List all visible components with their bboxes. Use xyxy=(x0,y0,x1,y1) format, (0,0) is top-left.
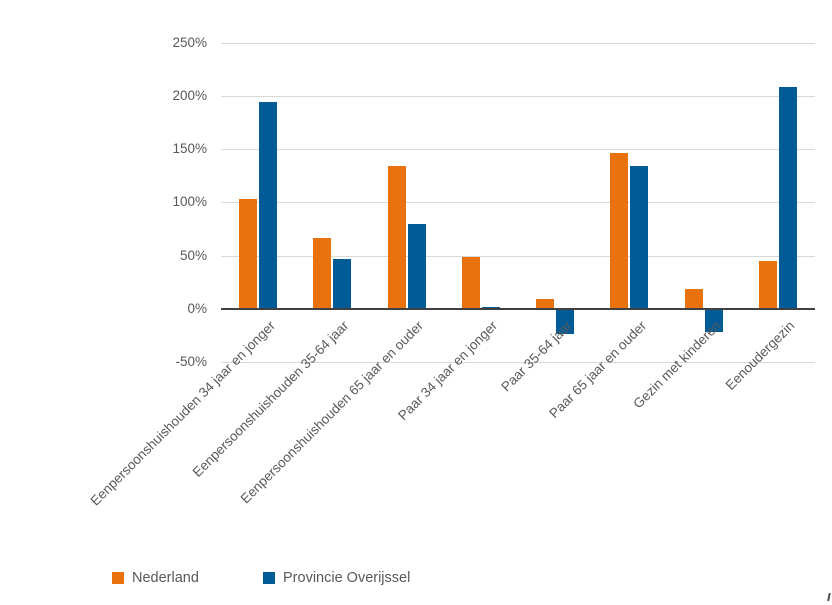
legend-swatch-icon xyxy=(112,572,124,584)
gridline-250 xyxy=(221,42,815,44)
y-axis-tick-label-200: 200% xyxy=(172,87,207,103)
bar-provincie-overijssel-cat4 xyxy=(556,309,575,334)
bar-nederland-cat3 xyxy=(461,256,480,309)
bar-provincie-overijssel-cat7 xyxy=(778,87,797,309)
corner-artifact xyxy=(827,592,831,602)
bar-provincie-overijssel-cat1 xyxy=(333,258,352,309)
bar-nederland-cat2 xyxy=(387,166,406,309)
x-axis-category-label-7: Eenoudergezin xyxy=(722,318,798,393)
bar-nederland-cat6 xyxy=(684,288,703,309)
legend-item-provincie-overijssel: Provincie Overijssel xyxy=(263,570,410,586)
bar-nederland-cat7 xyxy=(758,261,777,309)
gridline-200 xyxy=(221,95,815,97)
bar-provincie-overijssel-cat5 xyxy=(630,166,649,309)
y-axis-tick-label-150: 150% xyxy=(172,141,207,157)
y-axis-tick-label-100: 100% xyxy=(172,194,207,210)
gridline-150 xyxy=(221,149,815,151)
bar-nederland-cat4 xyxy=(536,299,555,309)
legend-item-nederland: Nederland xyxy=(112,570,199,586)
x-axis-category-label-4: Paar 35-64 jaar xyxy=(498,318,575,395)
bar-provincie-overijssel-cat3 xyxy=(481,306,500,309)
bar-provincie-overijssel-cat6 xyxy=(704,309,723,333)
gridline-100 xyxy=(221,202,815,204)
legend-label: Provincie Overijssel xyxy=(283,570,411,586)
x-axis-category-label-1: Eenpersoonshuishouden 35-64 jaar xyxy=(190,318,352,480)
y-axis-tick-label-250: 250% xyxy=(172,34,207,50)
y-axis-tick-label--50: -50% xyxy=(175,354,207,370)
y-axis-tick-label-50: 50% xyxy=(179,247,207,263)
x-axis-line xyxy=(221,308,815,310)
y-axis-tick-label-0: 0% xyxy=(187,301,207,316)
legend-swatch-icon xyxy=(263,572,275,584)
bar-nederland-cat5 xyxy=(610,153,629,309)
bar-provincie-overijssel-cat2 xyxy=(407,223,426,309)
bar-provincie-overijssel-cat0 xyxy=(259,102,278,309)
gridline-50 xyxy=(221,255,815,257)
bar-nederland-cat0 xyxy=(239,199,258,309)
legend-label: Nederland xyxy=(132,570,199,586)
bar-nederland-cat1 xyxy=(313,237,332,309)
gridline--50 xyxy=(221,362,815,364)
